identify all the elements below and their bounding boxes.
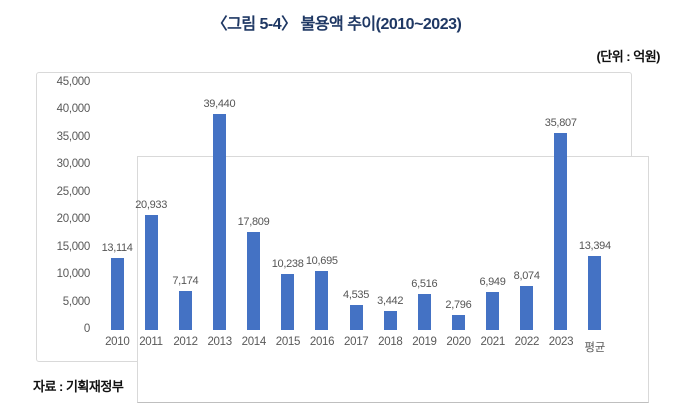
- bar-value-label: 35,807: [544, 117, 577, 130]
- x-tick-label: 2014: [241, 336, 267, 348]
- bar: [110, 258, 124, 330]
- bar: [417, 294, 431, 330]
- y-tick-label: 0: [83, 323, 90, 335]
- x-tick-label: 2021: [480, 336, 506, 348]
- bar: [144, 215, 158, 330]
- x-tick-label: 2012: [173, 336, 198, 348]
- x-tick-label: 평균: [584, 342, 605, 354]
- y-tick-label: 35,000: [56, 130, 91, 143]
- x-tick-label: 2011: [139, 336, 163, 348]
- bar-value-label: 39,440: [203, 97, 236, 110]
- bar: [554, 133, 568, 330]
- bar: [281, 273, 295, 330]
- bar: [349, 305, 363, 330]
- bar-value-label: 13,114: [101, 242, 133, 255]
- y-tick-label: 10,000: [56, 268, 91, 281]
- y-tick-label: 25,000: [56, 185, 91, 198]
- y-tick-label: 30,000: [56, 158, 91, 171]
- x-tick-label: 2010: [105, 336, 130, 348]
- chart-title: 〈그림 5-4〉 불용액 추이(2010~2023): [211, 16, 462, 33]
- bar-value-label: 20,933: [135, 199, 168, 212]
- y-tick-label: 45,000: [56, 76, 91, 88]
- y-tick-label: 20,000: [56, 213, 91, 226]
- y-tick-label: 5,000: [62, 295, 91, 308]
- bar: [588, 256, 602, 330]
- x-tick-label: 2016: [309, 336, 335, 348]
- bar: [315, 271, 329, 330]
- bar: [383, 311, 397, 330]
- bar-value-label: 13,394: [578, 240, 611, 253]
- bar: [212, 113, 226, 330]
- bar-value-label: 2,796: [445, 298, 472, 311]
- bar: [520, 285, 534, 330]
- x-tick-label: 2015: [275, 336, 301, 348]
- source-label: 자료 : 기획재정부: [33, 379, 124, 394]
- bar-value-label: 10,238: [271, 257, 304, 270]
- bar-value-label: 8,074: [513, 269, 540, 282]
- bar-value-label: 6,516: [411, 278, 438, 291]
- bar-value-label: 3,442: [377, 295, 404, 308]
- x-tick-label: 2017: [344, 336, 369, 348]
- bar-value-label: 6,949: [479, 275, 506, 288]
- x-tick-label: 2019: [412, 336, 437, 348]
- unit-label: (단위 : 억원): [596, 49, 660, 64]
- x-tick-label: 2023: [548, 336, 574, 348]
- bar-value-label: 17,809: [237, 216, 270, 229]
- bar: [247, 232, 261, 330]
- y-tick-label: 15,000: [56, 240, 91, 253]
- y-tick-label: 40,000: [56, 103, 91, 116]
- x-tick-label: 2020: [446, 336, 471, 348]
- bar: [451, 314, 465, 330]
- bar: [178, 290, 192, 330]
- x-tick-label: 2018: [378, 336, 403, 348]
- bar-value-label: 10,695: [305, 255, 338, 268]
- bar: [486, 291, 500, 330]
- bar-value-label: 7,174: [172, 274, 199, 287]
- chart-frame: [36, 72, 649, 403]
- x-tick-label: 2022: [514, 336, 540, 348]
- x-tick-label: 2013: [207, 336, 232, 348]
- bar-value-label: 4,535: [343, 289, 370, 302]
